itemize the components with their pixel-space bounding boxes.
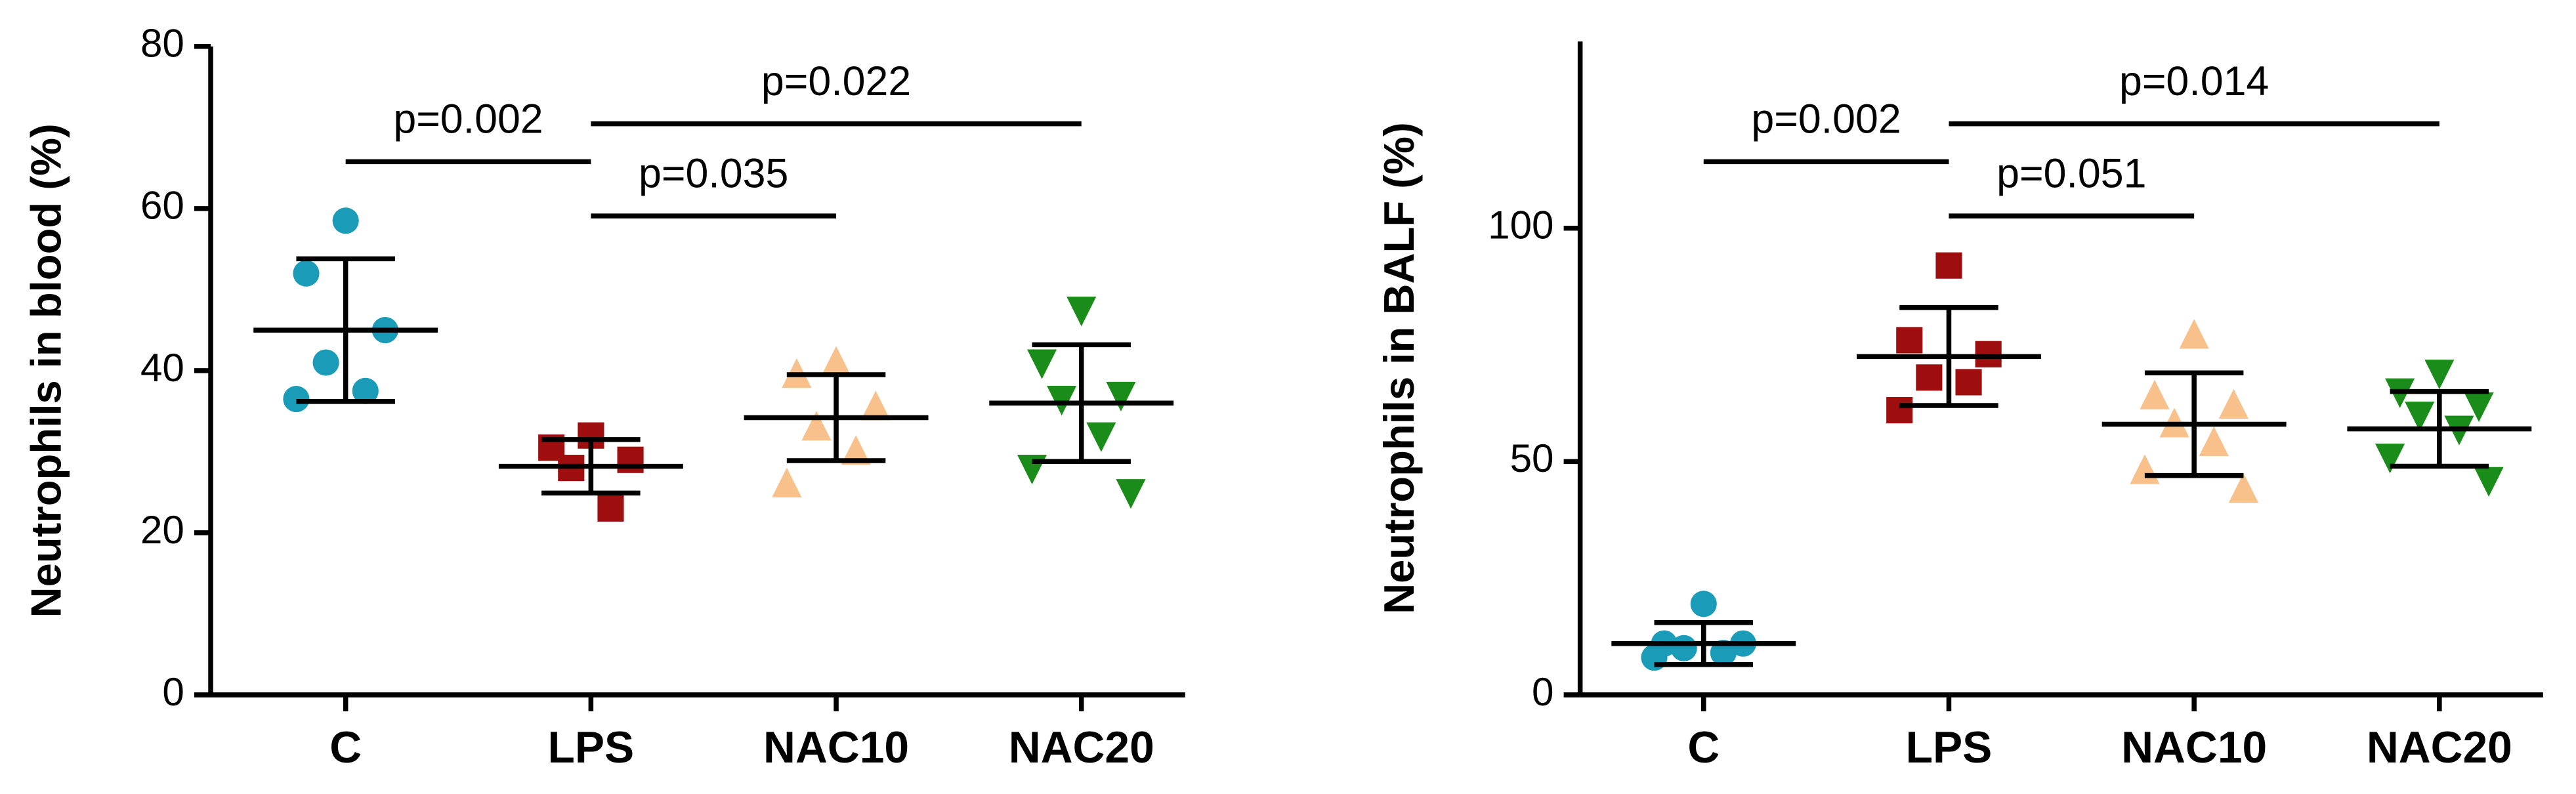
y-tick-label: 0 [162,670,184,714]
data-point [1955,369,1982,396]
data-point [2218,388,2249,419]
data-point [617,446,644,473]
data-point [2228,472,2258,503]
data-point [1935,252,1962,279]
x-tick-label: C [329,723,362,772]
data-point [801,411,832,441]
data-point [597,495,624,522]
x-tick-label: NAC20 [1009,723,1154,772]
data-point [2464,392,2494,423]
data-point [2375,444,2405,474]
data-point [2140,379,2170,409]
data-point [821,346,851,376]
data-point [860,390,891,421]
p-value-label: p=0.051 [1996,150,2146,196]
y-axis-label: Neutrophils in blood (%) [22,123,70,617]
data-point [332,207,359,234]
data-point [1116,479,1146,509]
data-point [1896,327,1923,354]
x-tick-label: LPS [548,723,635,772]
data-point [1086,422,1116,452]
p-value-label: p=0.022 [761,58,911,104]
y-tick-label: 40 [140,346,184,390]
data-point [772,467,802,497]
y-axis-label: Neutrophils in BALF (%) [1375,122,1423,614]
data-point [1106,381,1136,412]
data-point [1916,364,1943,391]
y-tick-label: 0 [1532,670,1553,714]
p-value-label: p=0.035 [639,150,788,196]
data-point [2474,467,2504,497]
p-value-label: p=0.014 [2119,58,2269,104]
x-tick-label: NAC10 [763,723,909,772]
x-tick-label: NAC20 [2367,723,2512,772]
data-point [1026,349,1057,379]
data-point [2424,360,2455,390]
y-tick-label: 20 [140,508,184,552]
data-point [2179,319,2209,349]
y-tick-label: 60 [140,184,184,228]
data-point [312,349,339,376]
y-tick-label: 100 [1488,203,1553,247]
p-value-label: p=0.002 [1751,96,1901,142]
data-point [1066,297,1097,327]
data-point [841,435,871,465]
y-tick-label: 50 [1510,436,1554,480]
p-value-label: p=0.002 [393,96,543,142]
data-point [1690,591,1717,617]
data-point [2199,426,2229,456]
data-point [2405,402,2435,432]
data-point [1886,397,1913,424]
x-tick-label: LPS [1906,723,1993,772]
data-point [293,260,320,287]
data-point [2130,454,2160,484]
data-point [352,377,379,404]
x-tick-label: C [1687,723,1720,772]
data-point [1670,635,1697,661]
data-point [1710,639,1737,667]
x-tick-label: NAC10 [2121,723,2267,772]
y-tick-label: 80 [140,22,184,66]
